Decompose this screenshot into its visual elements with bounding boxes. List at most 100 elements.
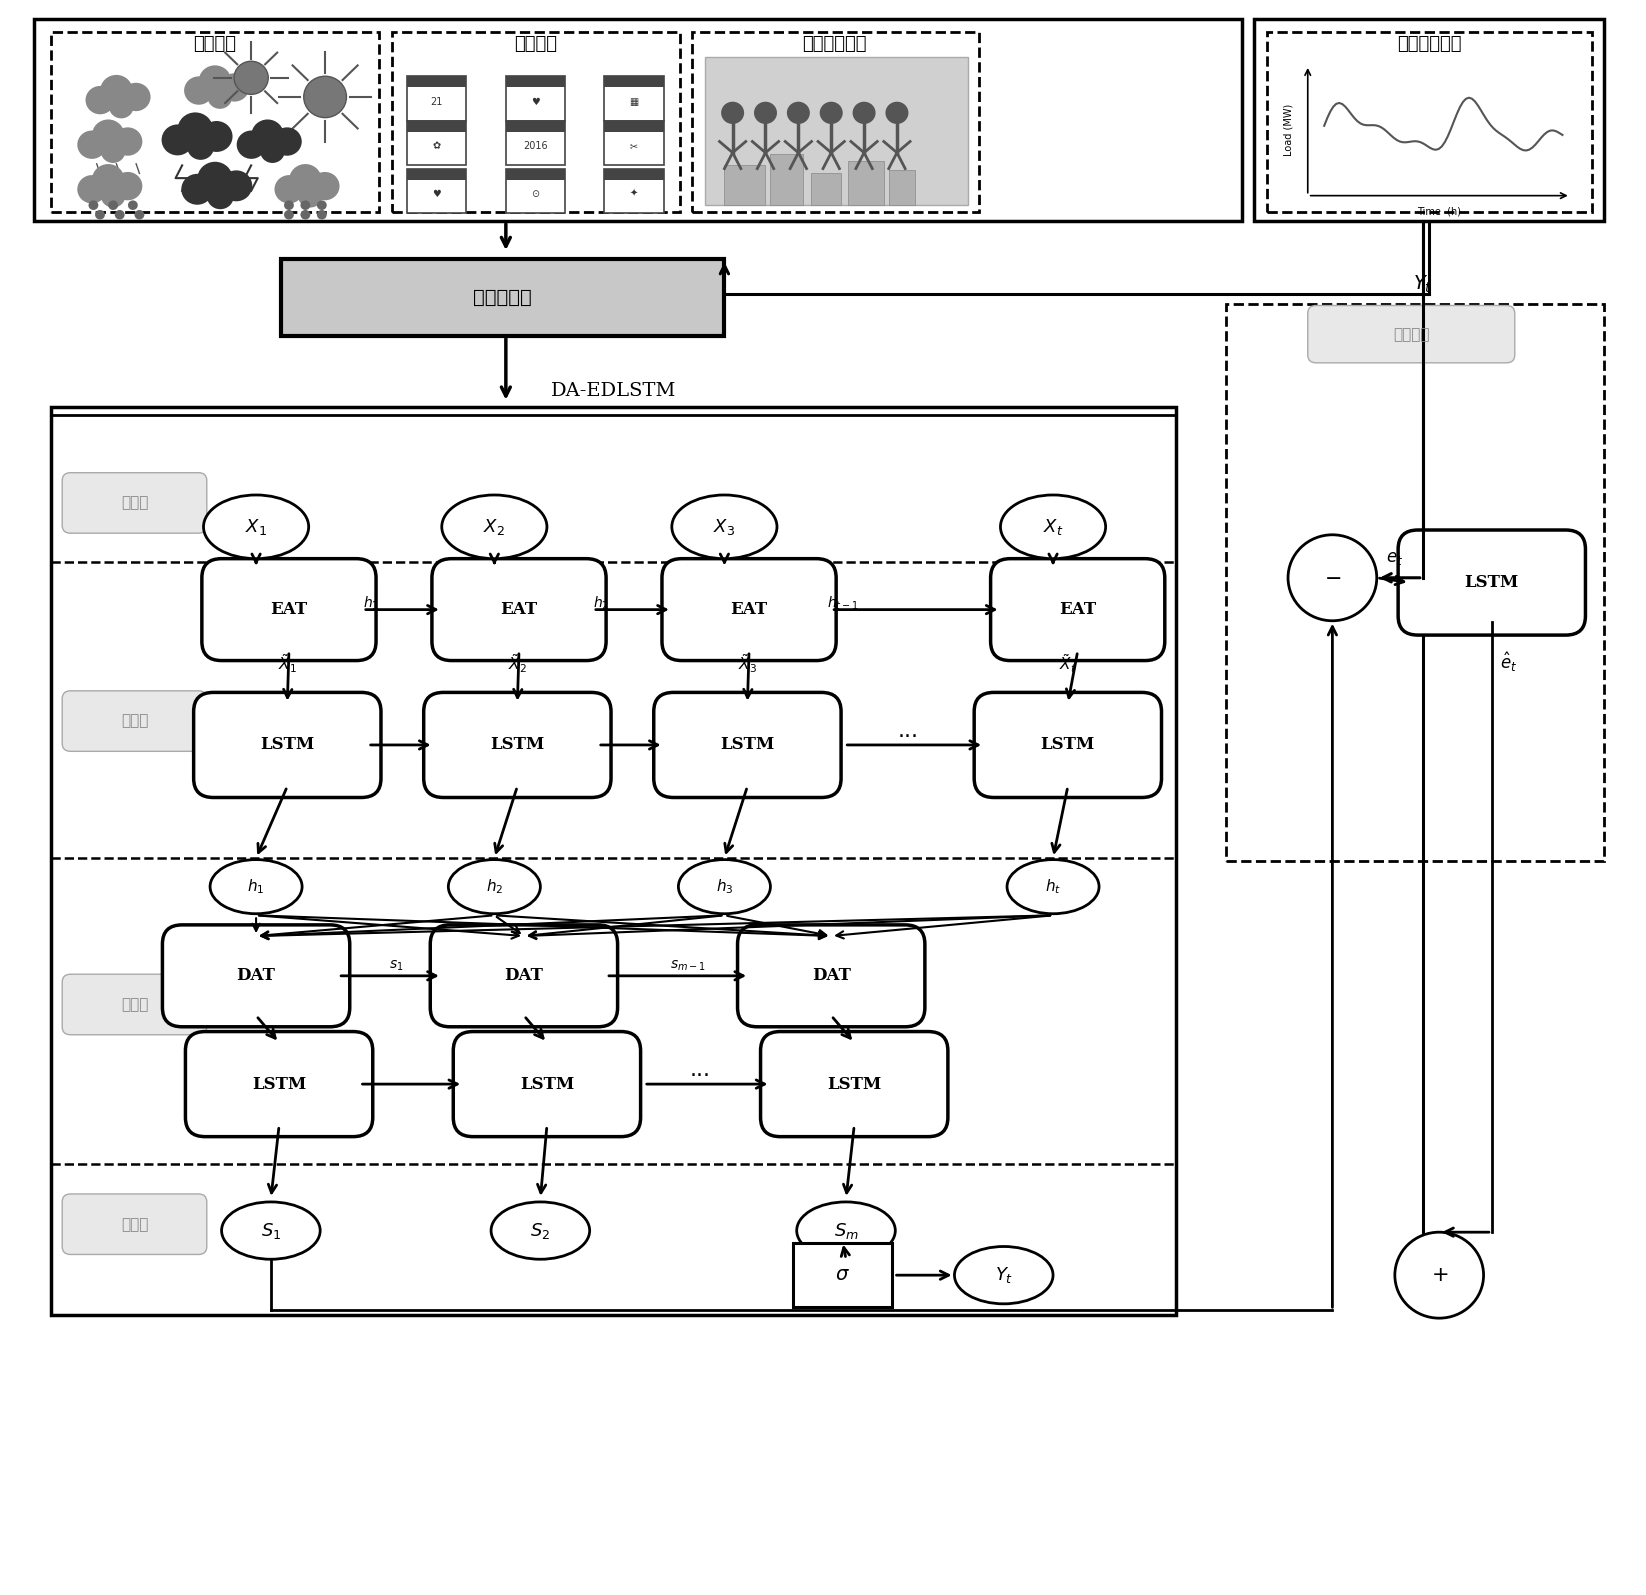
Circle shape <box>95 211 105 220</box>
Circle shape <box>109 94 133 118</box>
Text: $h_t$: $h_t$ <box>1045 877 1062 896</box>
Circle shape <box>275 175 305 204</box>
Circle shape <box>318 211 328 220</box>
Circle shape <box>92 164 125 196</box>
Circle shape <box>237 131 267 160</box>
Circle shape <box>114 172 142 201</box>
Text: $s_1$: $s_1$ <box>388 959 403 973</box>
FancyBboxPatch shape <box>63 1195 207 1255</box>
Circle shape <box>181 174 214 204</box>
Circle shape <box>1289 534 1376 620</box>
Bar <box>604 121 663 166</box>
Circle shape <box>305 77 346 118</box>
Text: 编码层: 编码层 <box>120 713 148 729</box>
Text: $h_2$: $h_2$ <box>593 595 609 612</box>
Ellipse shape <box>797 1203 895 1258</box>
Bar <box>1267 32 1592 212</box>
Ellipse shape <box>491 1203 589 1258</box>
Text: $+$: $+$ <box>1430 1266 1448 1284</box>
Text: DAT: DAT <box>504 967 543 984</box>
Ellipse shape <box>678 860 770 914</box>
Circle shape <box>77 131 107 160</box>
Text: EAT: EAT <box>731 601 767 619</box>
Ellipse shape <box>441 494 546 558</box>
Bar <box>505 121 565 166</box>
Text: DAT: DAT <box>811 967 851 984</box>
Text: ···: ··· <box>897 727 918 746</box>
Text: 互信息算法: 互信息算法 <box>472 289 532 308</box>
Text: ✂: ✂ <box>630 142 639 152</box>
Circle shape <box>207 85 232 108</box>
Text: $S_2$: $S_2$ <box>530 1220 550 1241</box>
FancyBboxPatch shape <box>186 1032 372 1137</box>
Bar <box>604 169 663 180</box>
Bar <box>604 77 663 121</box>
Circle shape <box>301 211 311 220</box>
Circle shape <box>260 139 285 163</box>
Text: $\hat{e}_t$: $\hat{e}_t$ <box>1500 651 1518 675</box>
Text: ✦: ✦ <box>630 190 639 199</box>
Text: LSTM: LSTM <box>252 1075 306 1093</box>
Bar <box>505 169 565 180</box>
Text: $h_3$: $h_3$ <box>716 877 732 896</box>
Bar <box>770 155 803 206</box>
Bar <box>704 57 968 206</box>
FancyBboxPatch shape <box>737 925 925 1027</box>
Circle shape <box>184 77 214 105</box>
Bar <box>505 121 565 132</box>
Bar <box>407 169 466 180</box>
Bar <box>407 77 466 88</box>
Text: EAT: EAT <box>270 601 308 619</box>
FancyBboxPatch shape <box>653 692 841 798</box>
Text: 2016: 2016 <box>523 142 548 152</box>
FancyBboxPatch shape <box>430 925 617 1027</box>
Text: $h_1$: $h_1$ <box>247 877 265 896</box>
Bar <box>889 171 915 206</box>
Bar <box>392 32 680 212</box>
Bar <box>407 121 466 166</box>
FancyBboxPatch shape <box>431 558 606 660</box>
Bar <box>505 169 565 214</box>
Circle shape <box>853 102 876 124</box>
Circle shape <box>109 201 119 211</box>
Text: LSTM: LSTM <box>491 737 545 753</box>
Text: EAT: EAT <box>1058 601 1096 619</box>
Ellipse shape <box>955 1247 1053 1303</box>
Text: ▦: ▦ <box>629 97 639 107</box>
Text: 21: 21 <box>431 97 443 107</box>
FancyBboxPatch shape <box>63 975 207 1035</box>
Circle shape <box>122 83 150 112</box>
FancyBboxPatch shape <box>991 558 1165 660</box>
Bar <box>604 169 663 214</box>
Circle shape <box>721 102 744 124</box>
Circle shape <box>221 171 252 201</box>
Circle shape <box>886 102 909 124</box>
Bar <box>691 32 979 212</box>
Text: ⊙: ⊙ <box>532 190 540 199</box>
Ellipse shape <box>222 1203 321 1258</box>
Text: 输入层: 输入层 <box>120 496 148 510</box>
Text: $\tilde{X}_2$: $\tilde{X}_2$ <box>509 652 527 675</box>
Circle shape <box>128 201 138 211</box>
Text: 输出层: 输出层 <box>120 1217 148 1231</box>
Text: 时间数据: 时间数据 <box>514 35 556 53</box>
Text: $Y_t$: $Y_t$ <box>994 1265 1012 1286</box>
Circle shape <box>178 112 212 147</box>
Ellipse shape <box>1001 494 1106 558</box>
Text: LSTM: LSTM <box>1040 737 1095 753</box>
Ellipse shape <box>204 494 309 558</box>
Text: $e_t$: $e_t$ <box>1386 550 1404 568</box>
Circle shape <box>273 128 301 156</box>
Circle shape <box>199 65 232 97</box>
FancyBboxPatch shape <box>1397 530 1585 635</box>
Circle shape <box>285 201 295 211</box>
Ellipse shape <box>672 494 777 558</box>
Bar <box>848 161 884 206</box>
FancyBboxPatch shape <box>194 692 380 798</box>
Circle shape <box>221 73 249 102</box>
Bar <box>407 169 466 214</box>
FancyBboxPatch shape <box>63 691 207 751</box>
Bar <box>35 19 1243 222</box>
Text: $X_t$: $X_t$ <box>1044 517 1063 538</box>
Text: LSTM: LSTM <box>520 1075 574 1093</box>
